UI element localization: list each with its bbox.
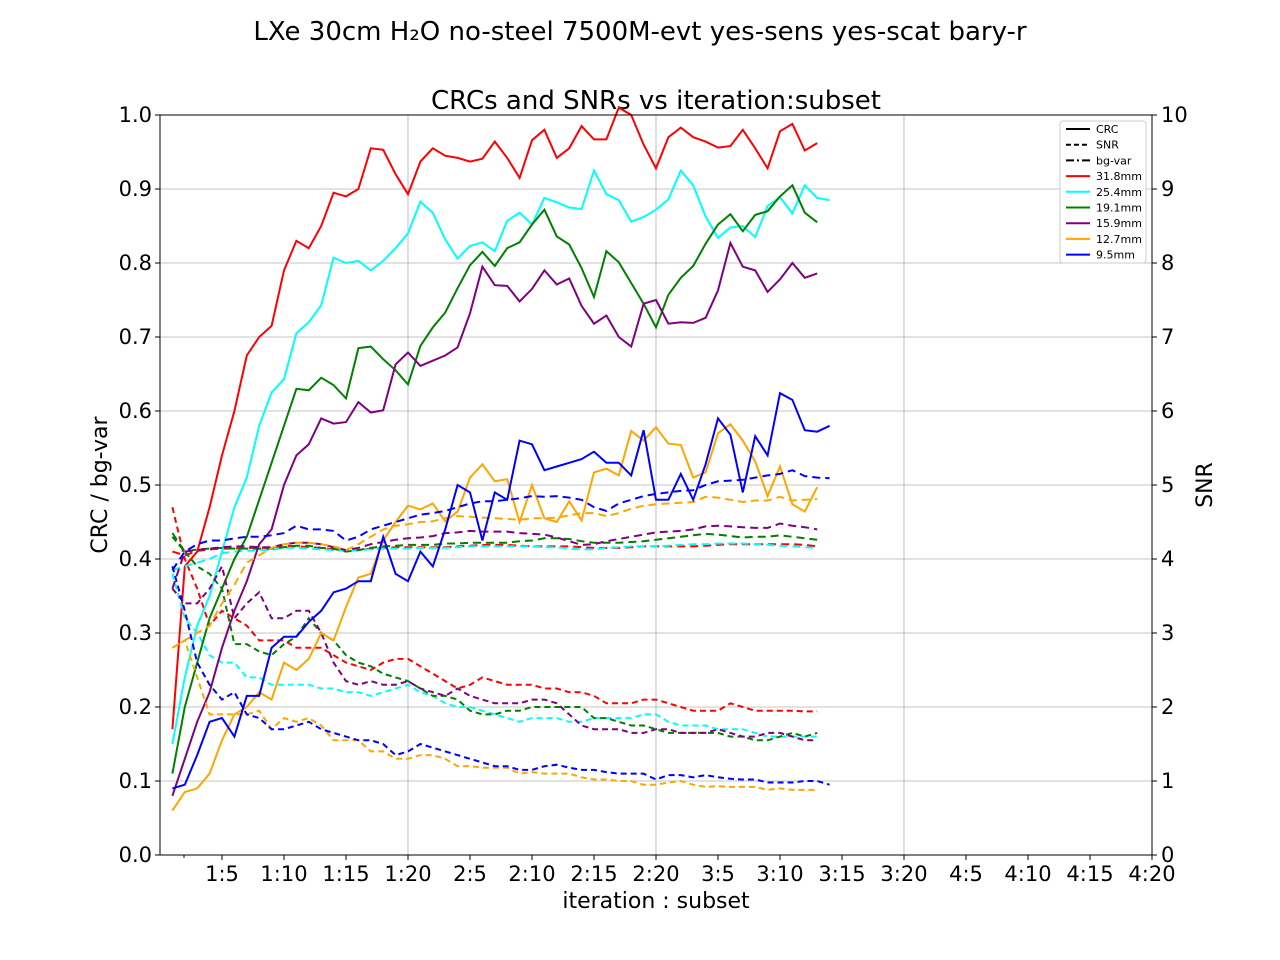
x-tick-label: 2:10	[508, 862, 555, 886]
y-left-tick-label: 0.1	[119, 769, 152, 793]
y-axis-right-label: SNR	[1193, 462, 1218, 508]
x-tick-label: 4:15	[1066, 862, 1113, 886]
y-left-tick-label: 0.5	[119, 473, 152, 497]
y-right-tick-label: 6	[1161, 399, 1174, 423]
line-crc-12.7mm	[171, 422, 819, 812]
x-axis-label: iteration : subset	[562, 889, 750, 914]
y-right-tick-label: 8	[1161, 251, 1174, 275]
x-tick-label: 3:10	[756, 862, 803, 886]
y-left-tick-label: 0.8	[119, 251, 152, 275]
line-crc-25.4mm	[171, 167, 830, 745]
y-left-tick-label: 1.0	[119, 103, 152, 127]
y-left-tick-label: 0.0	[119, 843, 152, 867]
legend: CRC SNR bg-var 31.8mm 25.4mm 19.1mm 15.9mm 12.7…	[1059, 120, 1147, 264]
series-31.8mm	[171, 106, 818, 730]
legend-box	[1059, 120, 1147, 264]
y-right-tick-label: 1	[1161, 769, 1174, 793]
y-left-tick-label: 0.4	[119, 547, 152, 571]
x-tick-label: 1:5	[205, 862, 239, 886]
x-tick-label: 2:15	[570, 862, 617, 886]
y-left-tick-label: 0.9	[119, 177, 152, 201]
series-12.7mm	[171, 422, 819, 812]
legend-label: 9.5mm	[1096, 249, 1135, 262]
line-crc-31.8mm	[171, 106, 818, 730]
x-tick-label: 3:15	[818, 862, 865, 886]
y-right-tick-label: 5	[1161, 473, 1174, 497]
x-tick-label: 3:20	[880, 862, 927, 886]
y-right-tick-label: 2	[1161, 695, 1174, 719]
line-snr-31.8mm	[172, 543, 818, 557]
x-tick-label: 4:20	[1128, 862, 1175, 886]
y-right-tick-label: 4	[1161, 547, 1174, 571]
y-left-tick-label: 0.3	[119, 621, 152, 645]
line-bgvar-12.7mm	[171, 638, 818, 791]
line-crc-15.9mm	[171, 240, 818, 797]
y-right-tick-label: 10	[1161, 103, 1188, 127]
x-tick-label: 1:10	[260, 862, 307, 886]
line-bgvar-15.9mm	[171, 563, 818, 742]
y-left-tick-label: 0.6	[119, 399, 152, 423]
y-right-tick-label: 0	[1161, 843, 1174, 867]
y-axis-right-ticks: 0 1 2 3 4 5 6 7 8 9 10	[1152, 103, 1188, 867]
line-bgvar-31.8mm	[171, 506, 818, 713]
series-15.9mm	[171, 240, 818, 797]
series-layer	[171, 106, 831, 812]
x-tick-label: 4:10	[1004, 862, 1051, 886]
x-tick-label: 3:5	[701, 862, 735, 886]
chart-title: CRCs and SNRs vs iteration:subset	[431, 86, 881, 116]
y-left-tick-label: 0.2	[119, 695, 152, 719]
legend-label: 19.1mm	[1096, 202, 1142, 215]
line-snr-19.1mm	[171, 532, 818, 553]
y-right-tick-label: 7	[1161, 325, 1174, 349]
line-bgvar-9.5mm	[171, 566, 830, 786]
y-axis-left-label: CRC / bg-var	[88, 415, 113, 553]
legend-label: bg-var	[1096, 154, 1132, 167]
line-crc-19.1mm	[171, 183, 818, 774]
x-tick-label: 1:15	[322, 862, 369, 886]
grid-lines	[160, 115, 1152, 855]
x-tick-label: 2:20	[632, 862, 679, 886]
line-snr-9.5mm	[171, 469, 830, 571]
x-tick-label: 1:20	[384, 862, 431, 886]
y-right-tick-label: 3	[1161, 621, 1174, 645]
legend-label: 25.4mm	[1096, 186, 1142, 199]
chart-suptitle: LXe 30cm H₂O no-steel 7500M-evt yes-sens…	[253, 17, 1026, 47]
legend-label: 12.7mm	[1096, 233, 1142, 246]
y-axis-left-ticks: 0.0 0.1 0.2 0.3 0.4 0.5 0.6 0.7 0.8 0.9 1.0	[119, 103, 160, 867]
y-left-tick-label: 0.7	[119, 325, 152, 349]
x-tick-label: 2:5	[453, 862, 487, 886]
line-bgvar-25.4mm	[171, 573, 818, 738]
series-19.1mm	[171, 183, 818, 774]
line-bgvar-19.1mm	[171, 536, 818, 742]
x-tick-label: 4:5	[949, 862, 983, 886]
line-snr-12.7mm	[171, 495, 818, 649]
legend-label: 31.8mm	[1096, 170, 1142, 183]
line-snr-15.9mm	[171, 522, 818, 589]
x-axis-ticks: 1:5 1:10 1:15 1:20 2:5 2:10 2:15 2:20 3:5 3:10 3:1…	[183, 855, 1176, 886]
legend-label: 15.9mm	[1096, 217, 1142, 230]
y-right-tick-label: 9	[1161, 177, 1174, 201]
line-crc-9.5mm	[172, 391, 831, 790]
legend-label: SNR	[1096, 139, 1119, 152]
series-9.5mm	[171, 391, 831, 790]
legend-label: CRC	[1096, 123, 1119, 136]
